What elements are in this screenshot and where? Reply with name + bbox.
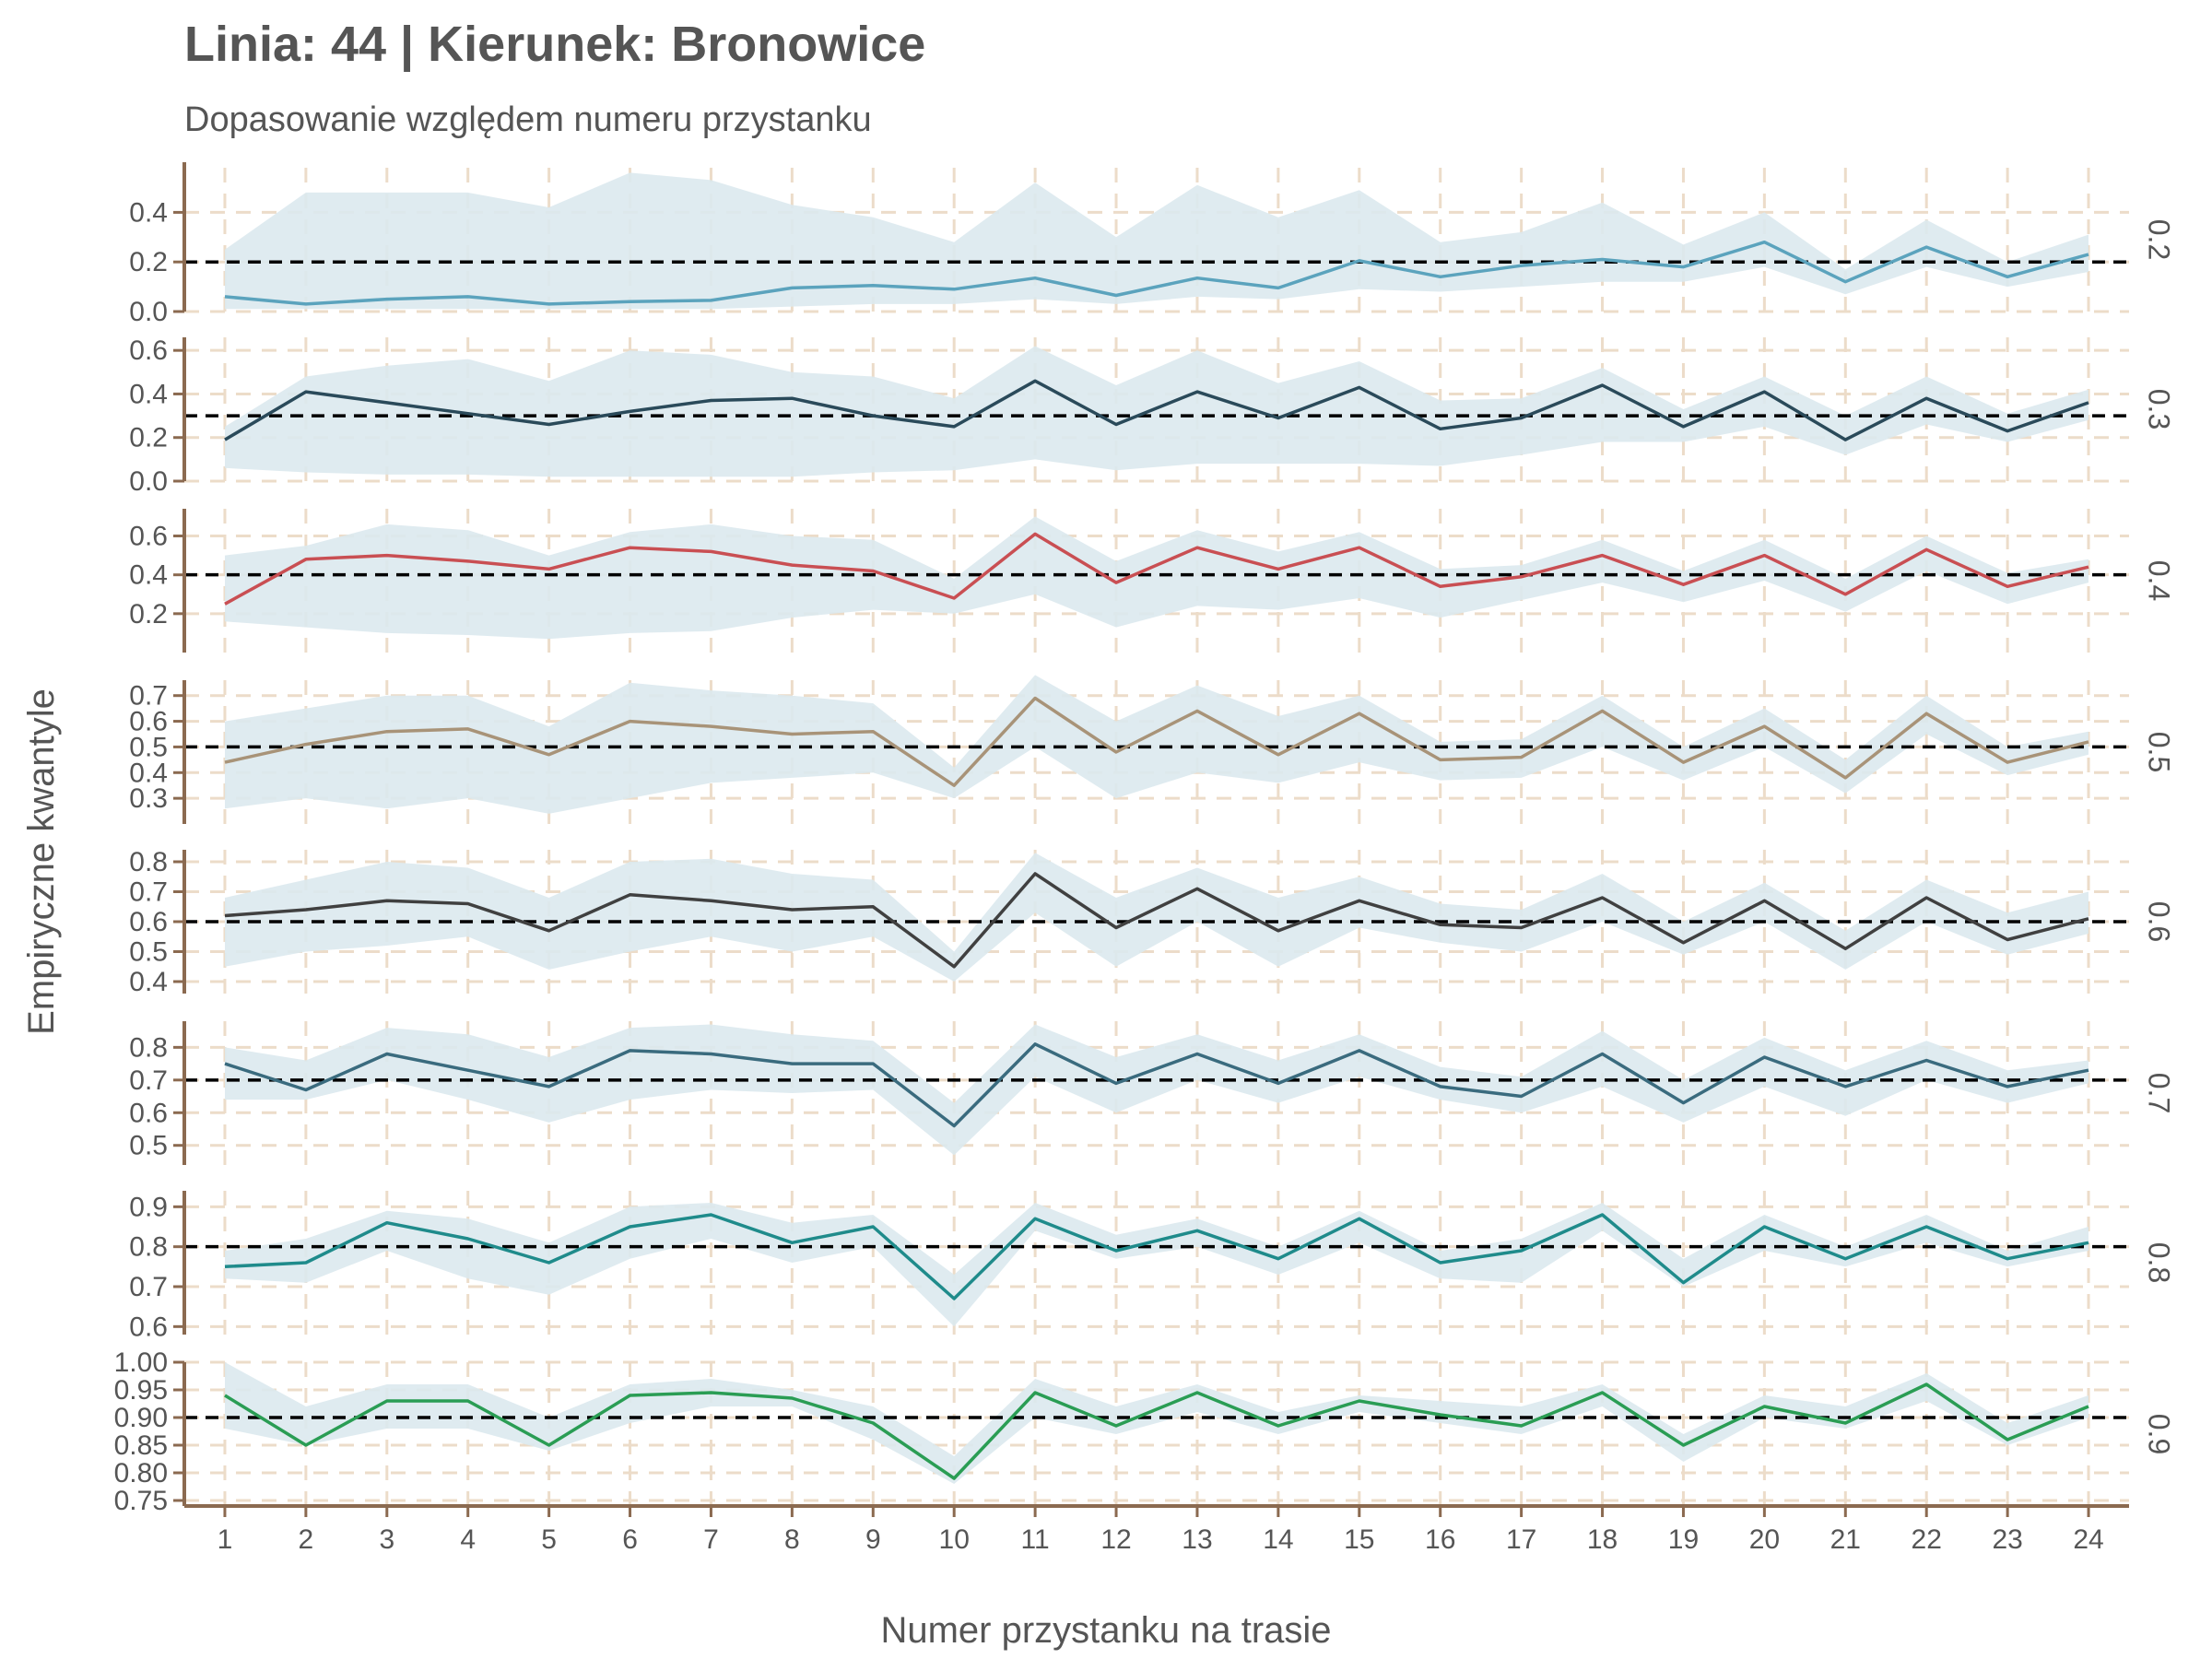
y-tick-label: 0.9	[129, 1192, 168, 1222]
x-axis: 1 2 3 4 5 6 7 8 9 10 11 12 13 14 15 16 17 18 19 20 21 22 23 24	[184, 1504, 2129, 1555]
y-tick-label: 0.7	[129, 1272, 168, 1302]
y-tick-label: 0.6	[129, 1312, 168, 1342]
y-tick-label: 0.6	[129, 522, 168, 552]
confidence-band	[225, 675, 2088, 814]
y-tick-label: 0.5	[129, 1131, 168, 1161]
panel-0.2: 0.0 0.2 0.4 0.2	[129, 162, 2176, 327]
panel-0.9: 0.750.800.850.900.951.00 0.9	[114, 1347, 2176, 1516]
x-tick-label: 24	[2073, 1524, 2103, 1555]
panel-strip-label: 0.6	[2143, 901, 2176, 942]
series-line	[224, 240, 2089, 306]
x-tick-label: 23	[1992, 1524, 2022, 1555]
x-tick-label: 8	[784, 1524, 800, 1555]
panel-0.7: 0.50.60.70.80.7	[129, 1021, 2176, 1165]
x-tick-label: 4	[460, 1524, 476, 1555]
series-line	[224, 696, 2089, 787]
y-tick-label: 0.75	[114, 1486, 168, 1516]
panel-0.3: 0.0 0.2 0.4 0.6 0.3	[129, 335, 2175, 497]
y-tick-label: 0.2	[129, 247, 168, 277]
series-line	[224, 872, 2089, 969]
x-tick-label: 18	[1587, 1524, 1618, 1555]
y-tick-label: 0.8	[129, 847, 168, 877]
chart-subtitle: Dopasowanie względem numeru przystanku	[184, 100, 872, 139]
y-axis-label: Empiryczne kwantyle	[21, 688, 62, 1035]
y-tick-label: 0.6	[129, 1098, 168, 1128]
x-tick-label: 20	[1749, 1524, 1780, 1555]
y-tick-label: 0.7	[129, 681, 168, 712]
y-tick-label: 0.4	[129, 560, 168, 591]
x-tick-label: 19	[1668, 1524, 1699, 1555]
x-tick-label: 17	[1506, 1524, 1536, 1555]
confidence-band	[225, 1362, 2088, 1484]
y-tick-label: 0.4	[129, 967, 168, 997]
y-tick-label: 1.00	[114, 1347, 168, 1378]
x-axis-label: Numer przystanku na trasie	[880, 1610, 1331, 1651]
x-tick-label: 5	[541, 1524, 557, 1555]
y-tick-label: 0.0	[129, 297, 168, 327]
x-tick-label: 6	[622, 1524, 638, 1555]
y-tick-label: 0.80	[114, 1458, 168, 1488]
confidence-band	[225, 516, 2088, 640]
x-tick-label: 1	[218, 1524, 233, 1555]
x-tick-label: 21	[1830, 1524, 1861, 1555]
series-line	[224, 532, 2089, 606]
y-tick-label: 0.6	[129, 907, 168, 937]
x-tick-label: 9	[865, 1524, 881, 1555]
x-tick-label: 10	[939, 1524, 970, 1555]
x-tick-label: 11	[1021, 1524, 1050, 1555]
panel-0.4: 0.2 0.4 0.6 0.4	[129, 509, 2176, 653]
y-tick-label: 0.4	[129, 379, 168, 409]
y-tick-label: 0.4	[129, 758, 168, 788]
x-tick-label: 15	[1344, 1524, 1374, 1555]
y-tick-label: 0.2	[129, 423, 168, 453]
y-tick-label: 0.2	[129, 599, 168, 629]
panel-strip-label: 0.5	[2143, 732, 2176, 772]
y-tick-label: 0.6	[129, 707, 168, 737]
y-tick-label: 0.90	[114, 1403, 168, 1433]
x-tick-label: 2	[299, 1524, 314, 1555]
y-tick-label: 0.8	[129, 1232, 168, 1263]
x-tick-label: 14	[1263, 1524, 1293, 1555]
x-tick-label: 22	[1912, 1524, 1942, 1555]
series-line	[224, 1382, 2089, 1480]
y-tick-label: 0.6	[129, 335, 168, 366]
confidence-band	[225, 1203, 2088, 1327]
panel-strip-label: 0.8	[2143, 1242, 2176, 1283]
panel-0.5: 0.30.40.50.60.70.5	[129, 675, 2176, 824]
confidence-band	[225, 346, 2088, 477]
x-tick-label: 3	[379, 1524, 394, 1555]
panel-0.6: 0.40.50.60.70.80.6	[129, 847, 2175, 997]
y-tick-label: 0.7	[129, 1065, 168, 1096]
chart-title: Linia: 44 | Kierunek: Bronowice	[184, 17, 925, 73]
x-tick-label: 7	[703, 1524, 719, 1555]
panels: 0.00.20.40.20.00.20.40.60.30.20.40.60.40…	[114, 162, 2176, 1516]
y-tick-label: 0.3	[129, 783, 168, 814]
series-line	[224, 1213, 2089, 1300]
panel-0.8: 0.6 0.7 0.8 0.9 0.8	[129, 1191, 2176, 1342]
panel-strip-label: 0.3	[2143, 389, 2176, 429]
y-tick-label: 0.7	[129, 877, 168, 908]
panel-strip-label: 0.4	[2143, 560, 2176, 601]
confidence-band	[225, 1024, 2088, 1156]
y-tick-label: 0.95	[114, 1375, 168, 1406]
y-tick-label: 0.85	[114, 1430, 168, 1461]
x-tick-label: 12	[1100, 1524, 1131, 1555]
y-tick-label: 0.5	[129, 732, 168, 762]
series-line	[224, 1042, 2089, 1128]
panel-strip-label: 0.2	[2143, 219, 2176, 260]
y-tick-label: 0.8	[129, 1032, 168, 1063]
panel-strip-label: 0.9	[2143, 1414, 2176, 1454]
series-line	[224, 379, 2089, 441]
x-tick-label: 13	[1182, 1524, 1212, 1555]
y-tick-label: 0.4	[129, 197, 168, 228]
y-tick-label: 0.0	[129, 466, 168, 497]
confidence-band	[225, 853, 2088, 982]
confidence-band	[225, 172, 2088, 310]
y-tick-label: 0.5	[129, 937, 168, 968]
x-tick-label: 16	[1425, 1524, 1455, 1555]
panel-strip-label: 0.7	[2143, 1073, 2176, 1113]
